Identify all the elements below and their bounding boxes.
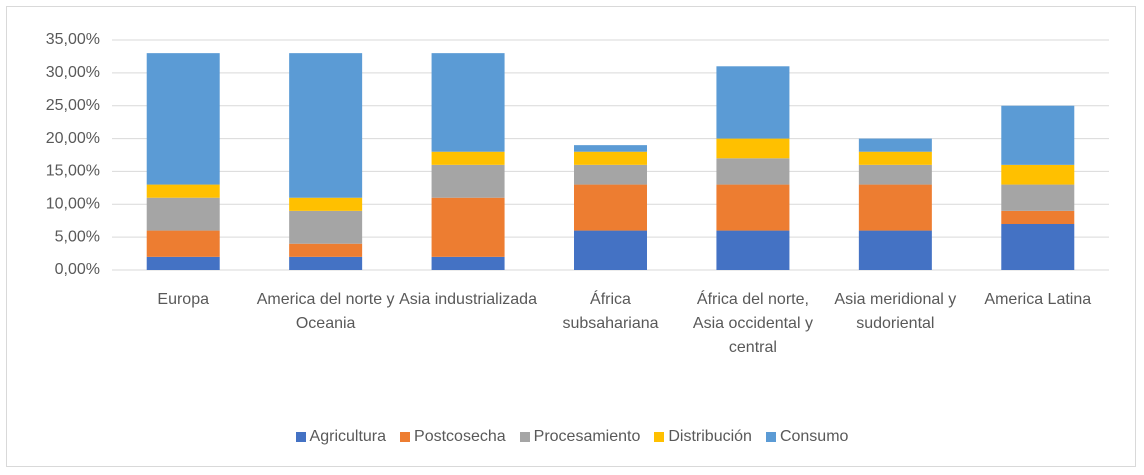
legend-swatch [765, 432, 776, 442]
legend-label: Procesamiento [533, 428, 641, 445]
legend-item: Procesamiento [519, 428, 641, 446]
bar-segment [146, 230, 220, 257]
legend-item: Consumo [765, 428, 849, 446]
bar-segment [431, 164, 505, 198]
bar-segment [716, 184, 790, 231]
legend-item: Distribución [654, 428, 752, 446]
x-tick-label: África subsahariana [562, 291, 659, 332]
bar-segment [146, 256, 220, 270]
x-tick-label: America Latina [984, 291, 1092, 308]
bar-segment [289, 53, 363, 198]
bar-segment [146, 197, 220, 231]
x-tick-label: America del norte y Oceania [256, 291, 395, 332]
legend-label: Distribución [668, 428, 752, 445]
bar-segment [574, 145, 647, 152]
x-tick-label: África del norte, Asia occidental y cent… [692, 291, 813, 356]
bar-segment [146, 184, 220, 198]
bar-segment [1001, 210, 1075, 224]
bar-segment [574, 184, 647, 231]
bar-segment [1001, 184, 1075, 211]
bar-segment [289, 197, 363, 211]
bar-segment [858, 230, 932, 270]
y-tick-label: 15,00% [46, 163, 100, 180]
bar-segment [716, 66, 790, 139]
chart-frame [6, 6, 1136, 467]
y-tick-label: 25,00% [46, 97, 100, 114]
legend-swatch [519, 432, 530, 442]
legend-item: Postcosecha [400, 428, 506, 446]
bar-segment [289, 256, 363, 270]
y-tick-label: 35,00% [46, 31, 100, 48]
legend-label: Consumo [779, 428, 849, 445]
legend-label: Agricultura [309, 428, 387, 445]
legend-swatch [654, 432, 665, 442]
legend-swatch [295, 432, 306, 442]
bar-segment [431, 197, 505, 257]
bar-segment [858, 138, 932, 152]
bar-segment [289, 210, 363, 244]
bar-segment [1001, 164, 1075, 185]
y-tick-label: 0,00% [55, 261, 100, 278]
legend: Agricultura Postcosecha Procesamiento Distr… [0, 428, 1144, 446]
bar-segment [431, 151, 505, 165]
bar-segment [1001, 224, 1075, 270]
bar-segment [858, 184, 932, 231]
bar-segment [716, 158, 790, 185]
bar-segment [574, 164, 647, 185]
bar-segment [289, 243, 363, 257]
y-tick-label: 30,00% [46, 64, 100, 81]
bar-segment [716, 230, 790, 270]
bar-segment [858, 164, 932, 185]
y-tick-label: 20,00% [46, 130, 100, 147]
legend-label: Postcosecha [414, 428, 506, 445]
bar-segment [574, 151, 647, 165]
bar-segment [431, 53, 505, 152]
legend-swatch [400, 432, 411, 442]
bar-segment [431, 256, 505, 270]
bar-segment [716, 138, 790, 159]
x-tick-label: Asia industrializada [399, 291, 537, 308]
bar-segment [1001, 105, 1075, 165]
x-tick-label: Asia meridional y sudoriental [834, 291, 957, 332]
x-tick-label: Europa [157, 291, 209, 308]
legend-item: Agricultura [295, 428, 387, 446]
y-tick-label: 10,00% [46, 196, 100, 213]
bar-segment [858, 151, 932, 165]
y-tick-label: 5,00% [55, 228, 100, 245]
bar-segment [146, 53, 220, 185]
bar-segment [574, 230, 647, 270]
